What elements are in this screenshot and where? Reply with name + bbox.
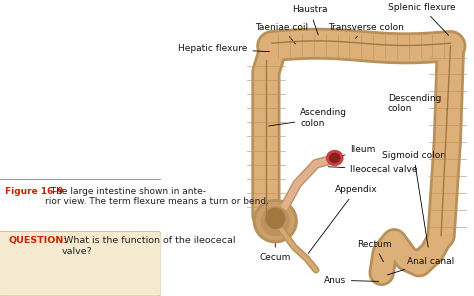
Text: Cecum: Cecum — [260, 235, 291, 262]
Text: What is the function of the ileocecal
valve?: What is the function of the ileocecal va… — [61, 236, 236, 256]
Text: Appendix: Appendix — [308, 185, 377, 253]
Ellipse shape — [254, 200, 297, 243]
Circle shape — [327, 151, 343, 165]
Text: Ileocecal valve: Ileocecal valve — [328, 165, 418, 174]
Ellipse shape — [266, 208, 285, 228]
Text: Transverse colon: Transverse colon — [328, 23, 404, 38]
Text: Figure 16-9: Figure 16-9 — [5, 186, 64, 196]
Ellipse shape — [256, 202, 294, 240]
Text: The large intestine shown in ante-
rior view. The term flexure means a turn or b: The large intestine shown in ante- rior … — [45, 186, 269, 206]
Text: Ileum: Ileum — [337, 145, 376, 157]
Circle shape — [330, 153, 340, 163]
Text: Rectum: Rectum — [356, 240, 391, 262]
Text: Anal canal: Anal canal — [387, 257, 454, 275]
Text: Hepatic flexure: Hepatic flexure — [178, 44, 269, 53]
Text: Descending
colon: Descending colon — [388, 94, 447, 113]
Text: Ascending
colon: Ascending colon — [269, 108, 347, 128]
Text: Splenic flexure: Splenic flexure — [388, 3, 456, 36]
FancyBboxPatch shape — [0, 231, 161, 296]
Ellipse shape — [261, 207, 289, 236]
Text: Haustra: Haustra — [292, 5, 328, 35]
Text: QUESTION:: QUESTION: — [8, 236, 67, 245]
Text: Taeniae coil: Taeniae coil — [255, 23, 308, 44]
Text: Anus: Anus — [324, 276, 379, 285]
Text: Sigmoid colon: Sigmoid colon — [382, 151, 446, 247]
